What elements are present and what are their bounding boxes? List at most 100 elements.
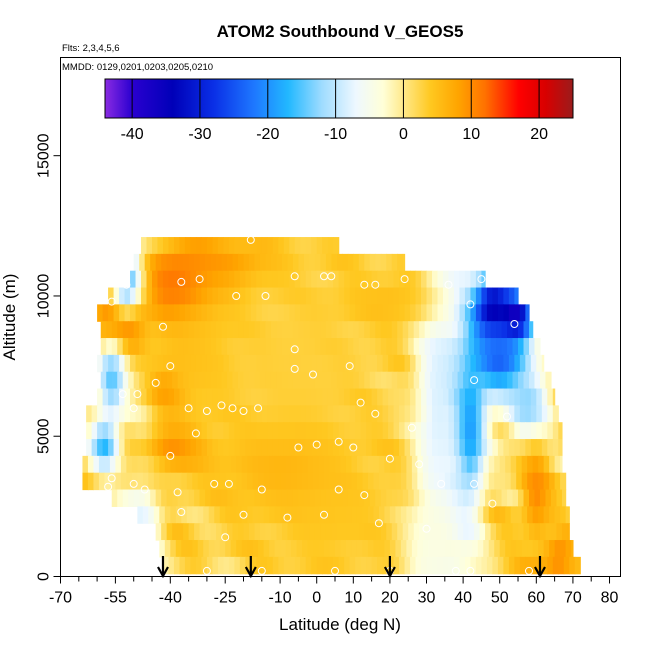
heatmap-cell	[508, 556, 515, 575]
heatmap-cell	[267, 304, 274, 322]
heatmap-cell	[402, 253, 406, 272]
heatmap-cell	[377, 405, 384, 423]
sample-point	[173, 488, 182, 497]
heatmap-cell	[291, 540, 298, 558]
heatmap-cell	[162, 556, 170, 575]
heatmap-cell	[470, 304, 477, 322]
heatmap-cell	[221, 338, 228, 356]
arrows-layer	[157, 556, 546, 579]
heatmap-cell	[400, 455, 407, 474]
heatmap-cell	[483, 455, 490, 474]
heatmap-cell	[560, 455, 563, 474]
heatmap-cell	[267, 405, 274, 423]
heatmap-cell	[373, 540, 380, 558]
heatmap-cell	[102, 388, 109, 406]
heatmap-cell	[238, 253, 245, 272]
heatmap-cell	[486, 405, 493, 423]
heatmap-cell	[294, 354, 301, 373]
heatmap-cell	[305, 287, 312, 305]
heatmap-cell	[503, 287, 510, 305]
heatmap-cell	[130, 304, 137, 322]
x-tick-label: 70	[564, 590, 582, 607]
heatmap-cell	[316, 237, 323, 255]
heatmap-cell	[349, 439, 356, 457]
heatmap-cell	[565, 540, 572, 558]
heatmap-cell	[426, 556, 433, 575]
heatmap-cell	[380, 321, 387, 339]
heatmap-cell	[184, 439, 192, 457]
heatmap-cell	[283, 422, 290, 440]
heatmap-cell	[259, 338, 267, 356]
heatmap-cell	[316, 556, 323, 575]
sample-point	[85, 496, 94, 505]
heatmap-cell	[364, 253, 371, 272]
heatmap-cell	[417, 506, 424, 524]
heatmap-cell	[190, 287, 197, 305]
heatmap-cell	[205, 338, 212, 356]
heatmap-cell	[496, 371, 503, 390]
heatmap-cell	[197, 506, 204, 524]
heatmap-cell	[338, 270, 345, 289]
heatmap-cell	[450, 455, 457, 474]
heatmap-cell	[119, 287, 126, 305]
heatmap-cell	[428, 540, 435, 558]
heatmap-cell	[501, 489, 508, 507]
heatmap-cell	[232, 489, 239, 507]
heatmap-cell	[475, 304, 483, 322]
heatmap-cell	[287, 371, 294, 390]
heatmap-cell	[419, 489, 426, 507]
heatmap-cell	[272, 439, 279, 457]
heatmap-cell	[161, 489, 168, 507]
heatmap-cell	[464, 388, 472, 406]
heatmap-cell	[518, 338, 525, 356]
heatmap-cell	[126, 455, 133, 474]
heatmap-cell	[320, 371, 327, 390]
heatmap-cell	[327, 304, 334, 322]
heatmap-cell	[437, 287, 444, 305]
heatmap-cell	[228, 237, 235, 255]
heatmap-cell	[184, 556, 192, 575]
heatmap-cell	[366, 388, 373, 406]
sample-point	[166, 451, 175, 460]
heatmap-cell	[402, 523, 409, 541]
heatmap-cell	[327, 388, 334, 406]
heatmap-cell	[272, 354, 279, 373]
heatmap-cell	[232, 338, 239, 356]
heatmap-cell	[190, 388, 197, 406]
heatmap-cell	[448, 388, 455, 406]
heatmap-cell	[166, 338, 173, 356]
heatmap-cell	[388, 556, 395, 575]
heatmap-cell	[523, 321, 530, 339]
chart-subtitle-dates: MMDD: 0129,0201,0203,0205,0210	[62, 62, 213, 73]
heatmap-cell	[287, 523, 294, 541]
heatmap-cell	[421, 422, 428, 440]
heatmap-cell	[437, 354, 444, 373]
heatmap-cell	[243, 338, 250, 356]
heatmap-cell	[256, 270, 263, 289]
heatmap-cell	[466, 540, 473, 558]
heatmap-cell	[287, 321, 294, 339]
heatmap-cell	[159, 472, 166, 491]
heatmap-cell	[206, 556, 213, 575]
heatmap-cell	[298, 523, 305, 541]
heatmap-cell	[455, 472, 462, 491]
heatmap-cell	[558, 422, 563, 440]
heatmap-cell	[280, 540, 287, 558]
heatmap-cell	[466, 472, 473, 491]
heatmap-cell	[450, 540, 457, 558]
heatmap-cell	[146, 388, 153, 406]
heatmap-cell	[272, 287, 279, 305]
heatmap-cell	[243, 523, 250, 541]
heatmap-cell	[179, 405, 186, 423]
heatmap-cell	[159, 455, 166, 474]
heatmap-cell	[223, 270, 230, 289]
heatmap-cell	[192, 540, 199, 558]
heatmap-cell	[541, 422, 548, 440]
heatmap-cell	[512, 523, 519, 541]
heatmap-cell	[294, 287, 301, 305]
heatmap-cell	[452, 371, 459, 390]
heatmap-cell	[388, 354, 395, 373]
heatmap-cell	[292, 338, 300, 356]
heatmap-cell	[210, 489, 217, 507]
heatmap-cell	[433, 472, 440, 491]
